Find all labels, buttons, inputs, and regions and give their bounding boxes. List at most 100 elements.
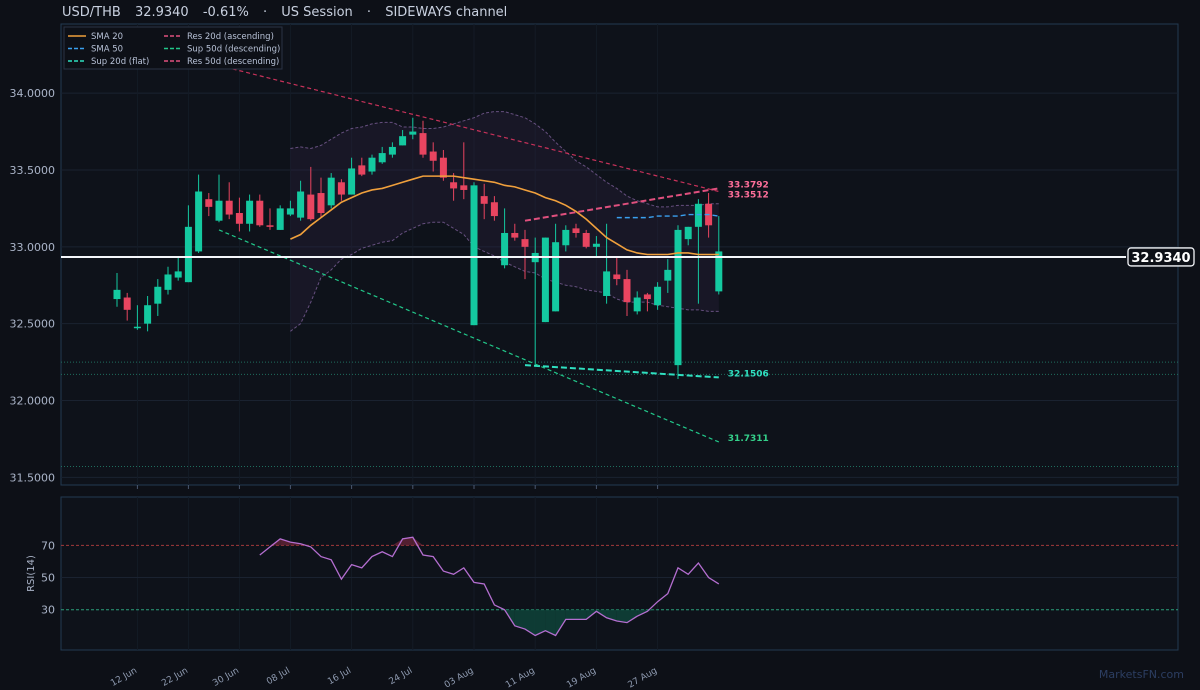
legend-label: SMA 50 (91, 45, 123, 55)
trendline-end-label: 31.7311 (728, 434, 769, 444)
rsi-tick-label: 50 (41, 572, 55, 585)
sma50-line (616, 213, 719, 219)
candle-body (439, 157, 447, 178)
rsi-axis-label: RSI(14) (26, 555, 37, 592)
legend-label: Res 20d (ascending) (187, 32, 274, 42)
candle-body (460, 185, 468, 190)
candle-body (643, 294, 651, 300)
watermark: MarketsFN.com (1098, 668, 1184, 681)
trendline (218, 64, 719, 193)
legend-label: Sup 20d (flat) (91, 57, 149, 67)
candle-body (123, 297, 131, 310)
rsi-oversold-fill (514, 609, 525, 630)
legend-label: Res 50d (descending) (187, 57, 279, 67)
candle-body (307, 194, 315, 220)
time-tick-label: 22 Jun (160, 666, 190, 689)
candle-body (409, 131, 417, 135)
candle-body (511, 232, 519, 238)
last-price-label: 32.9340 (1131, 251, 1190, 266)
candle-body (419, 133, 427, 155)
candle-body (195, 191, 203, 252)
trendline-end-label: 33.3512 (728, 190, 769, 200)
candle-body (623, 279, 631, 303)
candle-body (684, 226, 692, 240)
candle-body (184, 226, 192, 283)
candle-body (603, 271, 611, 296)
candle-body (276, 208, 284, 230)
sma20-line (290, 175, 719, 256)
separator-dot: · (262, 5, 268, 20)
candle-body (133, 326, 141, 329)
rsi-oversold-fill (555, 609, 566, 636)
price-tick-label: 34.0000 (10, 87, 56, 100)
chart-header: USD/THB 32.9340 -0.61% · US Session · SI… (62, 5, 517, 20)
candle-body (378, 153, 386, 163)
rsi-overbought-fill (280, 538, 291, 546)
candle-body (174, 271, 182, 278)
candle-body (674, 229, 682, 366)
candle-body (399, 136, 407, 146)
candle-body (113, 289, 121, 300)
candle-body (246, 200, 254, 224)
price-tick-label: 32.5000 (10, 318, 56, 331)
candle-body (297, 191, 305, 218)
candle-body (541, 237, 549, 323)
rsi-oversold-fill (647, 609, 658, 612)
price-tick-label: 31.5000 (10, 471, 56, 484)
rsi-oversold-fill (627, 609, 638, 623)
candle-body (613, 274, 621, 280)
rsi-overbought-fill (412, 537, 423, 546)
channel-label: SIDEWAYS channel (385, 5, 508, 20)
time-tick-label: 12 Jun (109, 666, 139, 689)
candle-body (552, 242, 560, 312)
time-tick-label: 30 Jun (211, 666, 241, 689)
rsi-oversold-fill (565, 609, 576, 620)
rsi-oversold-fill (535, 609, 546, 636)
last-price-badge (1127, 247, 1195, 267)
price-tick-label: 33.0000 (10, 241, 56, 254)
candle-body (348, 168, 356, 195)
candle-body (654, 286, 662, 306)
candle-body (480, 196, 488, 204)
candle-body (388, 146, 396, 155)
candle-body (429, 151, 437, 161)
trendline (524, 364, 719, 379)
trendline (524, 187, 719, 222)
price-tick-label: 32.0000 (10, 394, 56, 407)
time-tick-label: 08 Jul (265, 666, 292, 687)
legend-label: SMA 20 (91, 32, 123, 42)
candle-body (368, 157, 376, 172)
candle-body (215, 200, 223, 221)
candle-body (327, 177, 335, 206)
candle-body (337, 182, 345, 195)
time-tick-label: 24 Jul (388, 666, 415, 687)
time-tick-label: 03 Aug (443, 666, 476, 690)
trendline-end-label: 33.3792 (728, 180, 769, 190)
candle-body (225, 200, 233, 215)
rsi-oversold-fill (576, 609, 587, 620)
candle-body (572, 228, 580, 233)
time-tick-label: 11 Aug (504, 666, 537, 690)
candle-body (286, 208, 294, 215)
price-tick-label: 33.5000 (10, 164, 56, 177)
candle-body (450, 182, 458, 189)
candle-body (694, 203, 702, 227)
candle-body (358, 165, 366, 175)
bollinger-upper-line (290, 111, 719, 208)
rsi-oversold-fill (525, 609, 536, 636)
candle-body (317, 193, 325, 214)
candle-body (582, 232, 590, 247)
candle-body (633, 297, 641, 312)
rsi-line (259, 536, 720, 637)
change-label: -0.61% (202, 5, 249, 20)
time-tick-label: 16 Jul (326, 666, 353, 687)
candle-body (256, 200, 264, 226)
trendline-end-label: 32.1506 (728, 369, 769, 379)
separator-dot: · (366, 5, 372, 20)
candle-body (501, 232, 509, 266)
candle-body (164, 274, 172, 290)
price-label: 32.9340 (134, 5, 189, 20)
candle-body (205, 199, 213, 207)
candle-body (664, 269, 672, 281)
